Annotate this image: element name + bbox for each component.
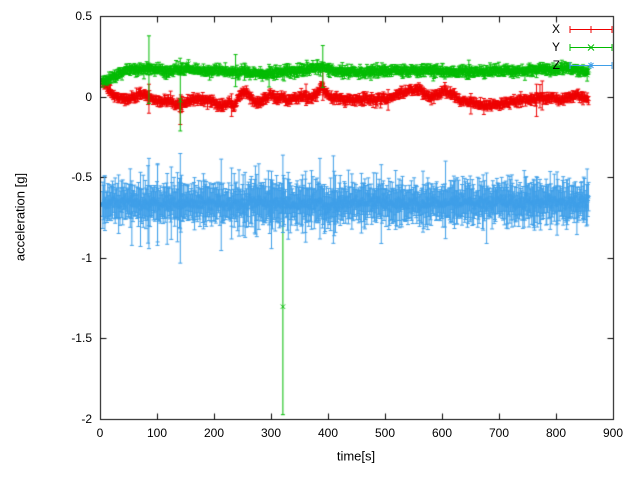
legend-item-x: X <box>552 23 614 36</box>
legend-item-z: Z <box>553 59 614 72</box>
legend-label: Z <box>552 58 560 72</box>
y-axis-title: acceleration [g] <box>12 172 28 262</box>
legend-sample-line <box>569 44 613 51</box>
legend-sample-line <box>569 26 613 33</box>
legend-label: X <box>551 22 560 36</box>
legend-label: Y <box>551 40 560 54</box>
legend-sample-line <box>569 62 613 69</box>
x-axis-title: time[s] <box>336 448 376 464</box>
legend-item-y: Y <box>552 41 614 54</box>
